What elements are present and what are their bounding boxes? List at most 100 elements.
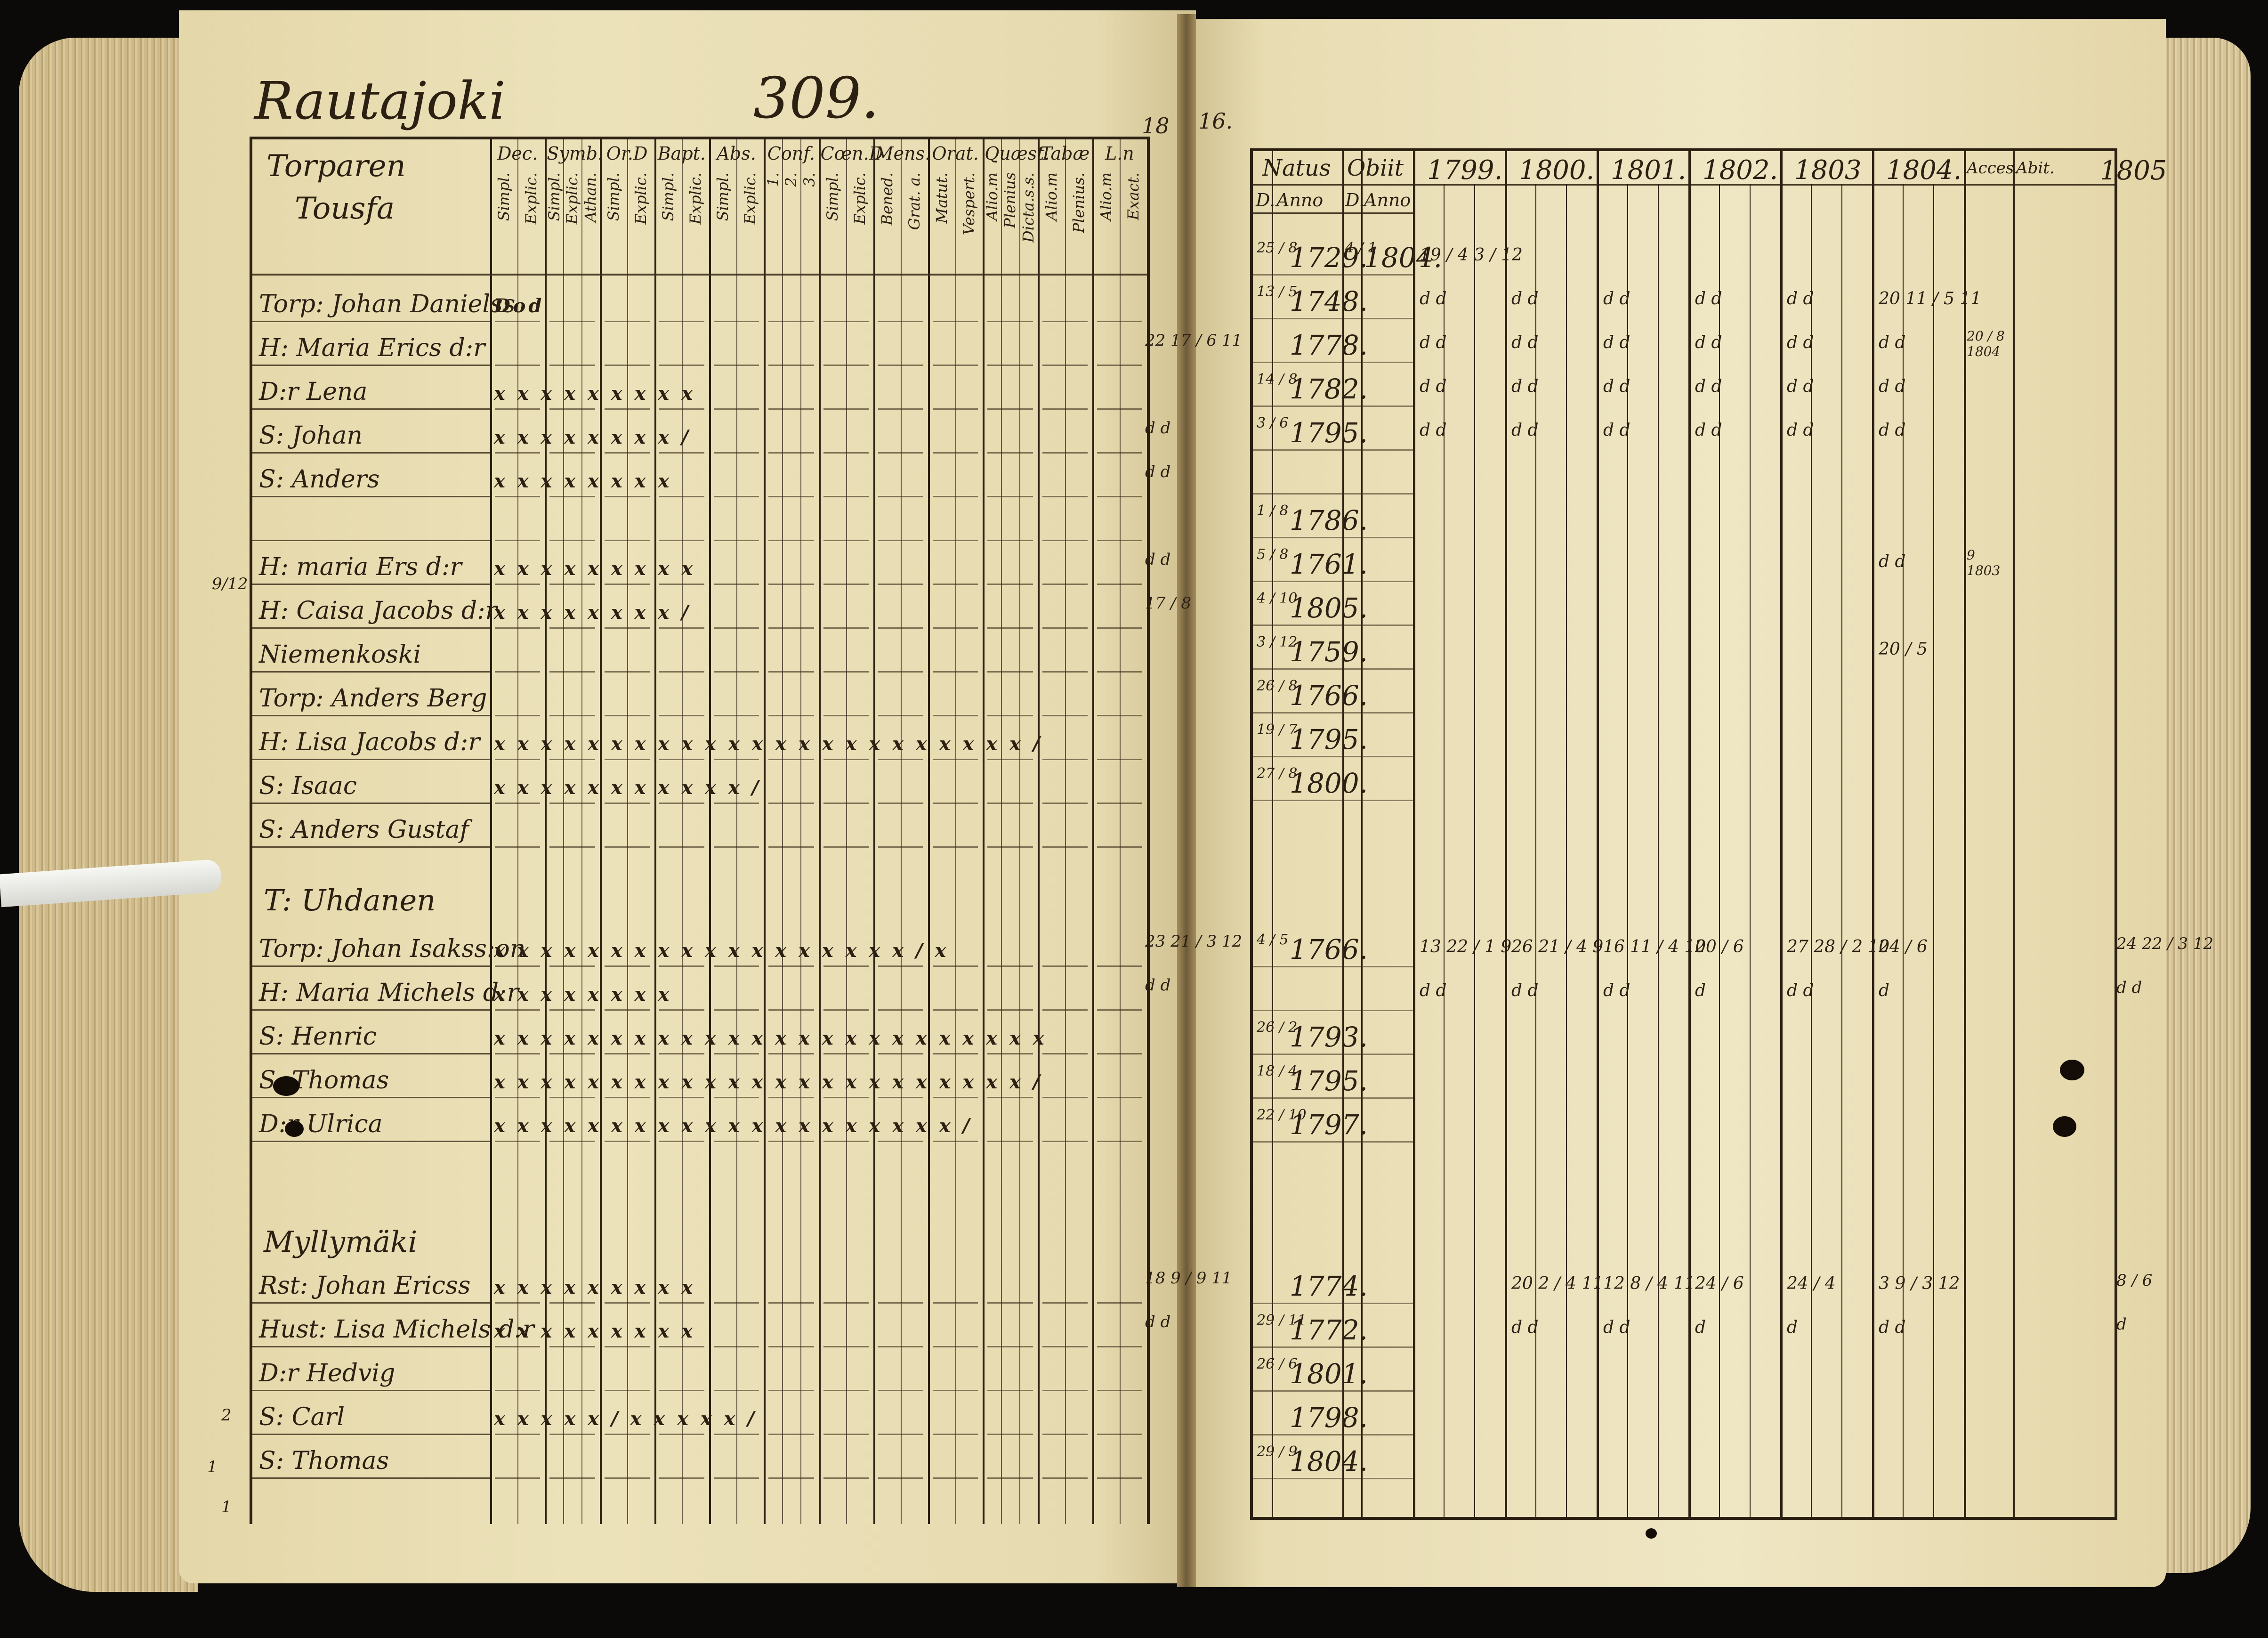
cell-rule [1097,759,1142,760]
cell-rule [495,1097,541,1098]
column-header-2: Symb. [547,143,604,164]
cell-rule [659,1390,704,1391]
column-rule [654,139,656,1524]
cell-rule [933,321,978,322]
cell-rule [495,540,541,541]
cell-rule [714,759,759,760]
cell-rule [714,803,759,804]
row-rule [252,759,490,760]
row-rule [252,1053,490,1054]
cell-rule [604,1009,650,1011]
subcolumn-rule [563,139,564,1524]
column-subheader: Alio.m [1042,172,1060,221]
acces-entry: 20 / 8 1804 [1967,328,2005,359]
person-name: H: Maria Erics d:r [259,334,485,362]
column-header-6: Conf. [767,143,815,164]
cell-rule [714,1477,759,1479]
communion-entry: d d [1603,333,1630,352]
person-name: S: Anders [259,465,380,494]
cell-rule [604,803,650,804]
cell-rule [768,965,814,967]
cell-rule [933,1053,978,1054]
cell-rule [1042,965,1088,967]
cell-rule [495,627,541,629]
cell-rule [933,627,978,629]
cell-rule [768,1302,814,1304]
year-column-rule [1413,151,1415,1517]
cell-rule [933,452,978,454]
cell-rule [495,1141,541,1142]
cell-rule [823,540,869,541]
cell-rule [714,1346,759,1347]
year-header-1799: 1799. [1427,155,1503,186]
communion-entry: 20 11 / 5 11 [1879,289,1982,308]
row-rule [1253,756,1413,757]
cell-rule [714,846,759,848]
cell-rule [495,1302,541,1304]
cell-rule [714,321,759,322]
cell-rule [659,452,704,454]
cell-rule [659,1477,704,1479]
cell-rule [659,1009,704,1011]
row-rule [1253,493,1413,495]
communion-entry: d d [1420,289,1447,308]
cell-rule [714,408,759,410]
abit-header: Abit. [2016,159,2055,178]
conduct-marks: x x x x x x x x x x x x x x x x x x x x … [494,1071,1043,1093]
cell-rule [495,671,541,673]
ink-blot [285,1121,304,1137]
cell-rule [823,1009,869,1011]
ink-blot [1646,1528,1657,1539]
cell-rule [987,1346,1033,1347]
cell-rule [549,1346,595,1347]
subcolumn-rule [900,139,902,1524]
person-name: H: Caisa Jacobs d:r [259,597,497,625]
section-title: Myllymäki [264,1224,418,1259]
cell-rule [659,1097,704,1098]
cell-rule [1042,321,1088,322]
cell-rule [659,846,704,848]
cell-rule [714,1009,759,1011]
cell-rule [549,1141,595,1142]
cell-rule [714,1053,759,1054]
person-name: H: Maria Michels d:r [259,979,519,1007]
cell-rule [823,365,869,366]
cell-rule [823,627,869,629]
cell-rule [549,803,595,804]
row-rule [252,1346,490,1347]
year-header-1801: 1801. [1611,155,1687,186]
cell-rule [1097,1390,1142,1391]
communion-entry: d d [1511,289,1539,308]
communion-entry: d d [1787,333,1814,352]
place-name: Rautajoki [254,71,506,131]
cell-rule [495,1434,541,1435]
cell-rule [823,803,869,804]
cell-rule [768,1390,814,1391]
year-header-1800: 1800. [1519,155,1595,186]
column-rule [1964,151,1966,1517]
cell-rule [659,965,704,967]
birth-day: 1 / 8 [1257,503,1289,519]
birth-year: 1748. [1290,285,1368,317]
margin-note: d d [2116,978,2142,997]
cell-rule [987,1141,1033,1142]
sub-column-rule [1658,184,1659,1517]
row-rule [1253,1390,1413,1392]
obiit-header: Obiit [1347,155,1404,181]
birth-year: 1759. [1290,636,1368,668]
cell-rule [933,1097,978,1098]
communion-entry: d d [1603,1318,1630,1337]
row-rule [252,408,490,410]
communion-entry: 27 28 / 2 10 [1787,937,1890,957]
conduct-marks: x x x x x x x x [494,983,672,1006]
row-rule [1253,1434,1413,1435]
person-name: Torp: Anders Berg [259,684,487,713]
birth-day: 29 / 11 [1257,1312,1307,1329]
cell-rule [604,452,650,454]
cell-rule [604,1302,650,1304]
column-subheader: 2. [782,172,800,187]
birth-year: 1774. [1290,1270,1368,1302]
column-subheader: Simpl. [545,172,563,221]
subcolumn-rule [1065,139,1066,1524]
cell-rule [714,715,759,716]
